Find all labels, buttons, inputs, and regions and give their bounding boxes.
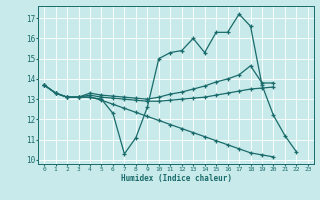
X-axis label: Humidex (Indice chaleur): Humidex (Indice chaleur) <box>121 174 231 183</box>
